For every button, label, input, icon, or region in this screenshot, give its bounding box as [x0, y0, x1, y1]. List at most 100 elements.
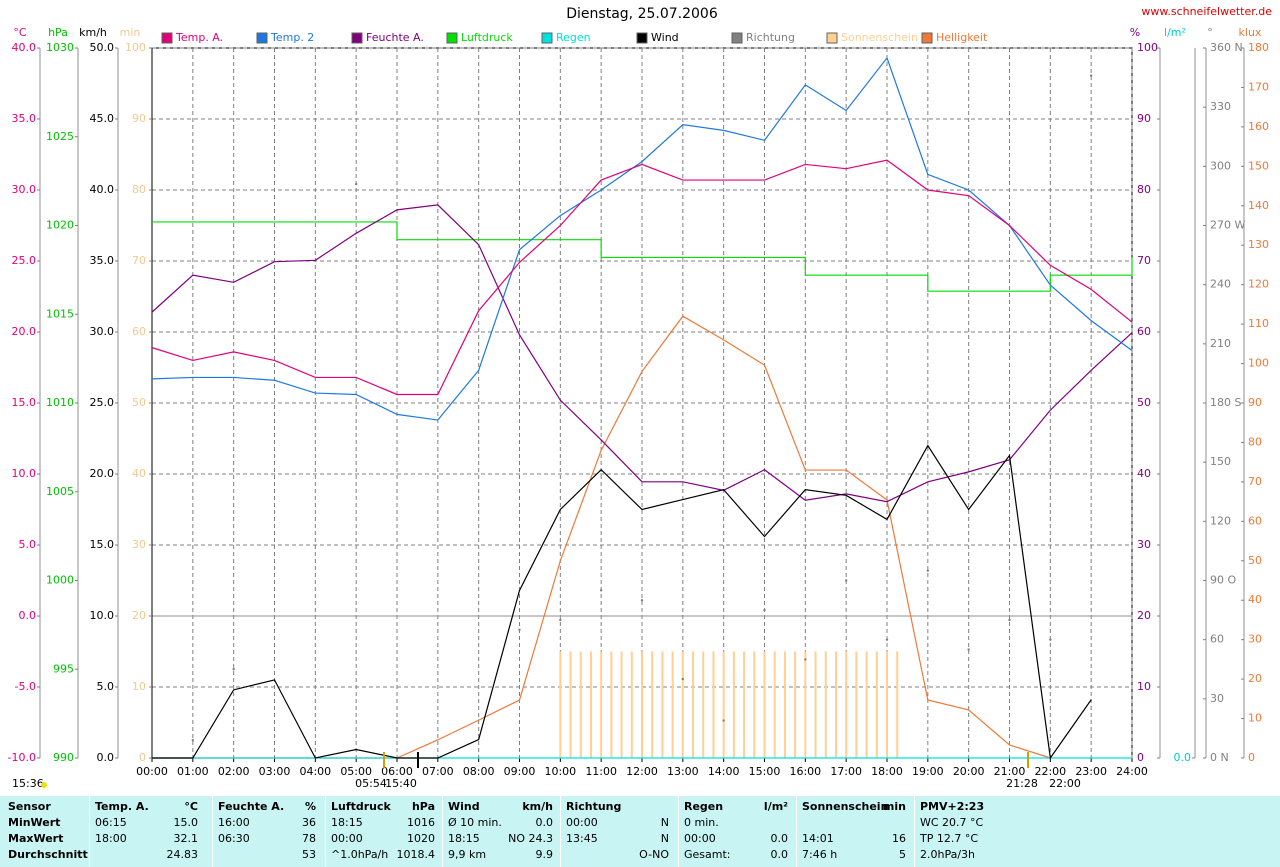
sunshine-bar — [651, 651, 654, 758]
y-tick-label: 30 — [132, 538, 146, 551]
axis-unit: l/m² — [1164, 26, 1186, 39]
x-tick-label: 12:00 — [626, 765, 658, 778]
column-separator — [212, 796, 213, 867]
y-tick-label: 10.0 — [90, 609, 115, 622]
x-tick-label: 10:00 — [544, 765, 576, 778]
column-unit: hPa — [411, 800, 435, 813]
sunshine-bar — [773, 651, 776, 758]
column-separator — [325, 796, 326, 867]
y-tick-label: 40 — [132, 467, 146, 480]
sunshine-bar — [845, 651, 848, 758]
direction-dot — [926, 569, 930, 572]
sunshine-bar — [600, 651, 603, 758]
legend-label: Feuchte A. — [366, 31, 424, 44]
y-tick-label: 0.0 — [97, 751, 115, 764]
cell-value: 16 — [892, 832, 906, 845]
sunshine-bar — [896, 651, 899, 758]
y-tick-label: 30 — [1248, 633, 1262, 646]
axis-unit: °C — [13, 26, 27, 39]
chart-title: Dienstag, 25.07.2006 — [566, 6, 718, 22]
cell-text: TP 12.7 °C — [920, 832, 979, 845]
x-tick-label: 19:00 — [912, 765, 944, 778]
cell-text: 18:15 — [448, 832, 480, 845]
y-tick-label: 90 — [1137, 112, 1151, 125]
cell-value: 53 — [302, 848, 316, 861]
series-line — [152, 221, 1133, 292]
cell-value: 9.9 — [535, 848, 554, 861]
direction-dot — [722, 719, 725, 722]
sunshine-bar — [804, 651, 807, 758]
sunshine-bar — [886, 651, 888, 758]
legend-label: Temp. A. — [175, 31, 223, 44]
y-tick-label: 0 — [139, 751, 146, 764]
sun-time: 05:54 — [355, 777, 387, 790]
legend-swatch — [921, 32, 933, 44]
y-tick-label: 270 W — [1210, 219, 1245, 232]
sun-time: 22:00 — [1049, 777, 1081, 790]
sunshine-bar — [702, 651, 705, 758]
sunshine-bar — [671, 651, 674, 758]
cell-value: 0.0 — [770, 848, 789, 861]
direction-dot — [559, 618, 562, 622]
direction-dot — [804, 658, 807, 661]
cell-text: ^1.0hPa/h — [331, 848, 389, 861]
y-tick-label: 30 — [1137, 538, 1151, 551]
x-tick-label: 08:00 — [463, 765, 495, 778]
y-tick-label: 10 — [1137, 680, 1151, 693]
direction-dot — [681, 677, 685, 681]
column-header: Feuchte A. — [218, 800, 285, 813]
column-unit: °C — [184, 800, 198, 813]
sunshine-bar — [692, 651, 695, 758]
cell-value: 15.0 — [173, 816, 199, 829]
y-tick-label: 330 — [1210, 100, 1231, 113]
x-tick-label: 23:00 — [1075, 765, 1107, 778]
series-line — [151, 159, 1133, 396]
y-tick-label: 110 — [1248, 317, 1269, 330]
direction-dot — [518, 628, 521, 632]
sun-time: 15:36 — [12, 777, 44, 790]
y-tick-label: 0 N — [1210, 751, 1229, 764]
y-tick-label: 60 — [1248, 514, 1262, 527]
direction-dot — [1008, 618, 1011, 622]
sunshine-bar — [681, 651, 684, 758]
cell-text: Ø 10 min. — [448, 816, 502, 829]
y-tick-label: 170 — [1248, 80, 1269, 93]
y-tick-label: 60 — [1137, 325, 1151, 338]
cell-value: 78 — [302, 832, 316, 845]
direction-dot — [763, 608, 766, 612]
cell-value: 0.0 — [770, 832, 789, 845]
axis-unit: hPa — [48, 26, 68, 39]
legend-label: Sonnenschein — [841, 31, 918, 44]
direction-dot — [885, 638, 889, 641]
y-tick-label: 130 — [1248, 238, 1269, 251]
column-unit: % — [304, 800, 316, 813]
cell-value: 1018.4 — [396, 848, 436, 861]
y-tick-label: 70 — [1137, 254, 1151, 267]
y-tick-label: -10.0 — [8, 751, 36, 764]
x-tick-label: 14:00 — [708, 765, 740, 778]
x-tick-label: 02:00 — [218, 765, 250, 778]
column-header: PMV+2:23 — [920, 800, 985, 813]
x-tick-label: 17:00 — [830, 765, 862, 778]
legend-swatch — [636, 32, 648, 44]
y-tick-label: 50 — [132, 396, 146, 409]
sunshine-bar — [732, 651, 735, 758]
series-line — [151, 204, 1133, 503]
x-tick-label: 05:00 — [340, 765, 372, 778]
x-tick-label: 20:00 — [953, 765, 985, 778]
sun-time: 15:40 — [385, 777, 417, 790]
x-tick-label: 06:00 — [381, 765, 413, 778]
cell-text: 18:00 — [95, 832, 127, 845]
legend-swatch — [351, 32, 363, 44]
axis-unit: min — [120, 26, 141, 39]
y-tick-label: 990 — [53, 751, 74, 764]
x-tick-label: 15:00 — [749, 765, 781, 778]
direction-dot — [232, 668, 235, 671]
cell-text: 16:00 — [218, 816, 250, 829]
y-tick-label: 1015 — [46, 307, 74, 320]
cell-text: 13:45 — [566, 832, 598, 845]
direction-dot — [1049, 638, 1052, 641]
y-tick-label: 160 — [1248, 120, 1269, 133]
column-unit: l/m² — [763, 800, 788, 813]
x-tick-label: 01:00 — [177, 765, 209, 778]
